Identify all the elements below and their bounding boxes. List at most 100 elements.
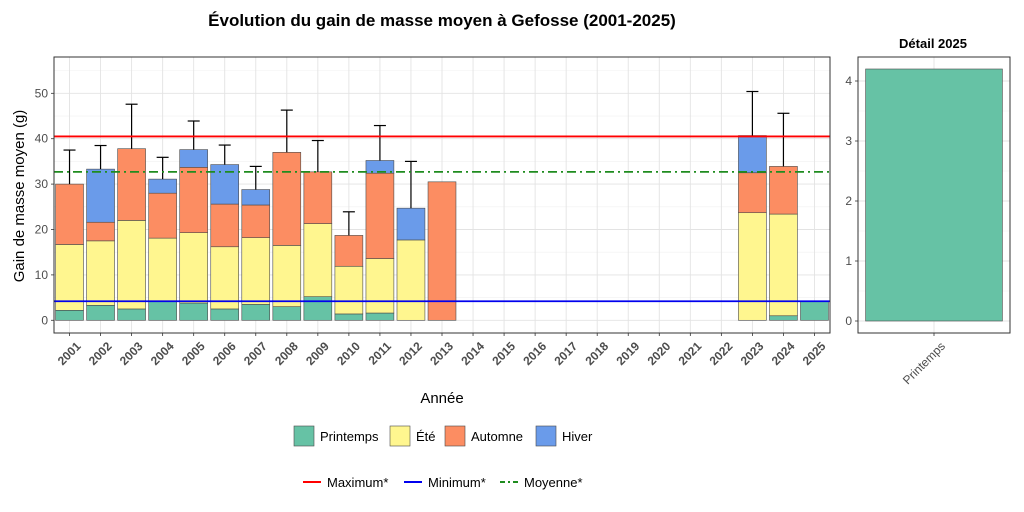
detail-bar-printemps: [865, 68, 1003, 322]
bar-segment-printemps: [334, 313, 364, 321]
legend-swatch-printemps: [293, 425, 315, 447]
bar-segment-printemps: [303, 296, 333, 321]
x-tick-label: 2017: [551, 339, 580, 368]
bar-segment-été: [396, 239, 426, 321]
x-tick-label: 2020: [645, 339, 674, 368]
detail-y-tick-label: 2: [845, 194, 852, 208]
x-tick-label: 2012: [396, 339, 425, 368]
bar-segment-hiver: [738, 135, 767, 174]
bar-segment-hiver: [179, 149, 208, 168]
x-tick-label: 2024: [769, 339, 798, 368]
bar-segment-hiver: [148, 178, 177, 194]
legend-label-été: Été: [416, 429, 436, 444]
bar-segment-automne: [55, 183, 84, 245]
bar-segment-été: [365, 258, 395, 314]
y-axis-label: Gain de masse moyen (g): [11, 110, 28, 283]
bar-segment-hiver: [86, 168, 115, 223]
y-tick-label: 10: [35, 268, 49, 282]
detail-y-tick-label: 0: [845, 314, 852, 328]
x-tick-label: 2013: [427, 339, 456, 368]
bar-segment-printemps: [272, 306, 302, 321]
bar-segment-été: [738, 212, 767, 321]
y-tick-label: 50: [35, 86, 49, 100]
bar-segment-automne: [179, 167, 208, 233]
x-tick-label: 2003: [117, 339, 146, 368]
legend-swatch-été: [389, 425, 411, 447]
bar-segment-printemps: [365, 312, 395, 321]
detail-plot-panel: 0 1 2 3 4 Printemps: [845, 56, 1011, 387]
bar-segment-automne: [210, 203, 239, 248]
x-tick-label: 2008: [272, 339, 301, 368]
bar-segment-printemps: [241, 304, 271, 321]
bar-segment-printemps: [210, 308, 239, 321]
legend-label-printemps: Printemps: [320, 429, 379, 444]
x-tick-label: 2001: [55, 339, 84, 368]
x-tick-label: 2022: [707, 339, 736, 368]
bar-segment-printemps: [117, 308, 146, 321]
bar-segment-printemps: [55, 310, 84, 321]
bar-segment-printemps: [86, 305, 115, 321]
bar-segment-automne: [738, 172, 767, 214]
x-axis-label: Année: [420, 390, 463, 407]
x-tick-label: 2021: [676, 339, 705, 368]
detail-chart-title: Détail 2025: [899, 36, 967, 51]
bar-segment-été: [210, 246, 239, 310]
bar-segment-été: [179, 232, 208, 304]
detail-x-tick-label: Printemps: [900, 339, 948, 387]
detail-y-tick-label: 3: [845, 134, 852, 148]
legend-label-automne: Automne: [471, 429, 523, 444]
bar-segment-hiver: [241, 189, 271, 206]
detail-y-tick-label: 1: [845, 254, 852, 268]
bar-segment-hiver: [396, 207, 426, 241]
bar-segment-automne: [86, 221, 115, 242]
bar-segment-printemps: [179, 302, 208, 321]
bar-segment-automne: [272, 152, 302, 246]
bar-segment-automne: [427, 181, 457, 321]
legend-line-label-moyenne: Moyenne*: [524, 475, 583, 490]
x-tick-label: 2016: [520, 339, 549, 368]
bar-segment-été: [303, 223, 333, 297]
y-tick-label: 0: [41, 313, 48, 327]
detail-plot-border: [857, 56, 1011, 334]
bar-segment-printemps: [148, 300, 177, 321]
bar-segment-été: [55, 244, 84, 311]
bar-segment-automne: [334, 235, 364, 267]
legend-line-label-minimum: Minimum*: [428, 475, 486, 490]
bar-segment-été: [769, 213, 798, 317]
x-tick-label: 2018: [582, 339, 611, 368]
bar-segment-été: [117, 220, 146, 310]
x-tick-label: 2019: [614, 339, 643, 368]
bar-segment-été: [241, 237, 271, 305]
bar-segment-été: [86, 240, 115, 306]
bar-segment-été: [272, 245, 302, 307]
x-tick-label: 2004: [148, 339, 177, 368]
x-tick-label: 2009: [303, 339, 332, 368]
legend-label-hiver: Hiver: [562, 429, 593, 444]
x-tick-label: 2010: [334, 339, 363, 368]
bar-segment-automne: [303, 171, 333, 224]
x-tick-label: 2006: [210, 339, 239, 368]
bar-segment-printemps: [769, 315, 798, 321]
bar-segment-automne: [769, 166, 798, 215]
detail-y-tick-label: 4: [845, 74, 852, 88]
x-tick-label: 2007: [241, 339, 270, 368]
bar-segment-automne: [117, 148, 146, 221]
bar-segment-automne: [241, 204, 271, 238]
y-tick-label: 30: [35, 177, 49, 191]
bar-segment-automne: [148, 192, 177, 239]
x-tick-label: 2014: [458, 339, 487, 368]
legend-line-label-maximum: Maximum*: [327, 475, 388, 490]
bar-segment-été: [334, 265, 364, 315]
x-tick-label: 2011: [366, 339, 395, 368]
bar-segment-automne: [365, 172, 395, 259]
x-tick-label: 2025: [800, 339, 829, 368]
legend-swatch-automne: [444, 425, 466, 447]
legend-swatch-hiver: [535, 425, 557, 447]
y-tick-label: 40: [35, 132, 49, 146]
y-tick-label: 20: [35, 223, 49, 237]
legend: Printemps Été Automne Hiver Maximum* Minimum*…: [293, 425, 593, 490]
x-tick-label: 2005: [179, 339, 208, 368]
x-tick-label: 2015: [489, 339, 518, 368]
